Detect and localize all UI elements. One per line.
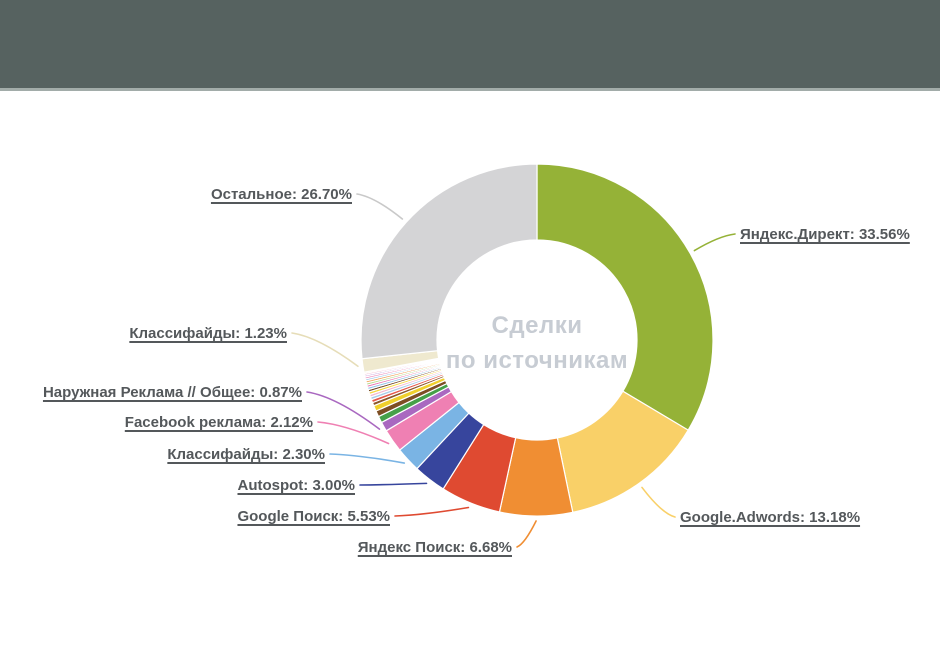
leader-line-5	[329, 453, 406, 464]
leader-line-26	[291, 332, 359, 368]
segment-label-4[interactable]: Autospot: 3.00%	[237, 477, 355, 494]
leader-line-27	[356, 193, 404, 220]
segment-label-27[interactable]: Остальное: 26.70%	[210, 186, 352, 203]
donut-segment-яндекс.директ[interactable]	[536, 163, 714, 431]
leader-line-7	[306, 391, 381, 430]
leader-line-0	[693, 233, 736, 252]
chart-center-title: Сделки по источникам	[417, 308, 657, 378]
leader-line-2	[516, 520, 537, 548]
segment-label-0[interactable]: Яндекс.Директ: 33.56%	[740, 226, 910, 243]
segment-label-2[interactable]: Яндекс Поиск: 6.68%	[357, 539, 512, 556]
segment-label-26[interactable]: Классифайды: 1.23%	[129, 325, 287, 342]
chart-center-title-line1: Сделки	[491, 312, 583, 339]
leader-line-6	[317, 421, 390, 445]
segment-label-3[interactable]: Google Поиск: 5.53%	[237, 508, 390, 525]
segment-label-7[interactable]: Наружная Реклама // Общее: 0.87%	[42, 384, 302, 401]
leader-line-4	[359, 482, 428, 486]
chart-center-title-line2: по источникам	[445, 347, 629, 374]
segment-label-1[interactable]: Google.Adwords: 13.18%	[680, 509, 861, 526]
leader-line-3	[394, 506, 470, 517]
top-bar	[0, 0, 940, 91]
donut-segment-остальное[interactable]	[360, 163, 538, 360]
leader-line-1	[641, 486, 676, 518]
segment-label-6[interactable]: Facebook реклама: 2.12%	[124, 414, 313, 431]
segment-label-5[interactable]: Классифайды: 2.30%	[167, 446, 325, 463]
